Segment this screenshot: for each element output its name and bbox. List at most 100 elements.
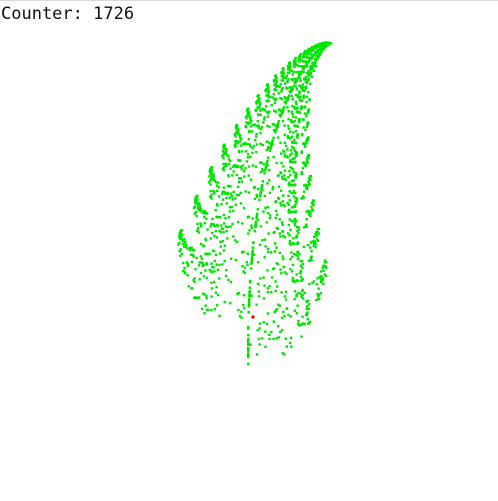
fern-point bbox=[237, 177, 241, 180]
fern-point bbox=[251, 246, 255, 249]
fern-point bbox=[301, 67, 305, 70]
fern-point bbox=[211, 178, 214, 181]
fern-point bbox=[236, 164, 240, 168]
fern-point bbox=[213, 234, 216, 238]
fern-point bbox=[270, 290, 273, 294]
fern-point bbox=[294, 130, 298, 133]
fern-point bbox=[235, 165, 238, 169]
fern-point bbox=[193, 277, 196, 280]
fern-point bbox=[214, 208, 217, 212]
fern-point bbox=[216, 293, 220, 297]
fern-point bbox=[226, 191, 229, 194]
fern-point bbox=[205, 308, 209, 312]
fern-point bbox=[200, 225, 203, 228]
fern-point bbox=[238, 140, 242, 143]
fern-point bbox=[246, 123, 250, 126]
fern-point bbox=[241, 222, 244, 225]
fern-point bbox=[299, 79, 302, 83]
fern-point bbox=[182, 238, 185, 242]
fern-point bbox=[222, 152, 226, 155]
fern-point bbox=[306, 305, 309, 308]
fern-point bbox=[288, 184, 291, 187]
fern-point bbox=[277, 92, 280, 95]
fern-point bbox=[309, 210, 312, 213]
fern-point bbox=[289, 336, 293, 339]
fern-point bbox=[286, 71, 290, 74]
fern-point bbox=[292, 62, 296, 65]
fern-point bbox=[295, 78, 298, 82]
fern-point bbox=[192, 253, 195, 257]
fern-point bbox=[234, 140, 237, 143]
fern-point bbox=[293, 59, 297, 62]
fern-point bbox=[306, 318, 309, 321]
fern-point bbox=[224, 164, 228, 168]
fern-point bbox=[321, 276, 324, 279]
fern-point bbox=[302, 56, 305, 59]
fern-point bbox=[255, 132, 258, 136]
fern-point bbox=[246, 156, 249, 159]
fern-point bbox=[297, 96, 301, 99]
fern-point bbox=[208, 175, 211, 178]
fern-point bbox=[321, 42, 325, 46]
fern-point bbox=[308, 98, 311, 101]
fern-point bbox=[187, 285, 190, 288]
fern-point bbox=[290, 179, 293, 183]
fern-point bbox=[256, 212, 259, 215]
fern-point bbox=[267, 91, 270, 94]
fern-point bbox=[323, 44, 326, 47]
fern-point bbox=[212, 172, 215, 175]
fern-point bbox=[307, 71, 310, 75]
fern-point bbox=[304, 128, 307, 132]
fern-point bbox=[205, 261, 208, 265]
fern-point bbox=[296, 254, 299, 258]
fern-point bbox=[210, 262, 213, 265]
fern-point bbox=[247, 304, 251, 307]
fern-point bbox=[303, 164, 306, 167]
fern-point bbox=[265, 162, 268, 166]
fern-point bbox=[271, 139, 274, 142]
fern-point bbox=[304, 183, 307, 186]
fern-point bbox=[310, 47, 314, 50]
fern-point bbox=[195, 256, 198, 260]
fern-point bbox=[276, 263, 280, 266]
fern-point bbox=[307, 60, 310, 63]
fern-point bbox=[194, 296, 197, 299]
fern-point bbox=[211, 249, 215, 252]
fern-point bbox=[199, 255, 202, 258]
fern-point bbox=[258, 327, 261, 330]
fern-point bbox=[264, 166, 267, 170]
fern-point bbox=[247, 191, 251, 194]
fern-point bbox=[217, 186, 220, 189]
fern-point bbox=[244, 167, 247, 170]
fern-point bbox=[279, 235, 282, 238]
fern-point bbox=[279, 97, 282, 100]
fern-point bbox=[294, 191, 297, 195]
fern-point bbox=[284, 298, 288, 301]
fern-point bbox=[197, 226, 200, 230]
fern-point bbox=[281, 67, 284, 71]
fern-point bbox=[215, 181, 218, 184]
fern-point bbox=[270, 144, 273, 147]
fern-point bbox=[222, 157, 225, 160]
fern-point bbox=[289, 86, 292, 89]
fern-point bbox=[222, 186, 226, 189]
fern-point bbox=[239, 202, 243, 205]
fern-point bbox=[265, 94, 268, 97]
fern-point bbox=[206, 228, 209, 231]
fern-point bbox=[284, 144, 288, 148]
fern-point bbox=[305, 125, 308, 128]
fern-point bbox=[247, 165, 251, 168]
fern-point bbox=[280, 172, 283, 175]
fern-point bbox=[244, 141, 247, 145]
fern-point bbox=[241, 251, 244, 254]
fern-point bbox=[268, 216, 272, 220]
fern-point bbox=[223, 144, 226, 148]
fern-point bbox=[272, 122, 275, 126]
fern-point bbox=[293, 297, 296, 301]
fern-point bbox=[266, 159, 269, 163]
fern-point bbox=[304, 143, 307, 147]
fern-point bbox=[301, 195, 305, 198]
fern-point bbox=[250, 224, 253, 227]
fern-point bbox=[283, 155, 287, 158]
